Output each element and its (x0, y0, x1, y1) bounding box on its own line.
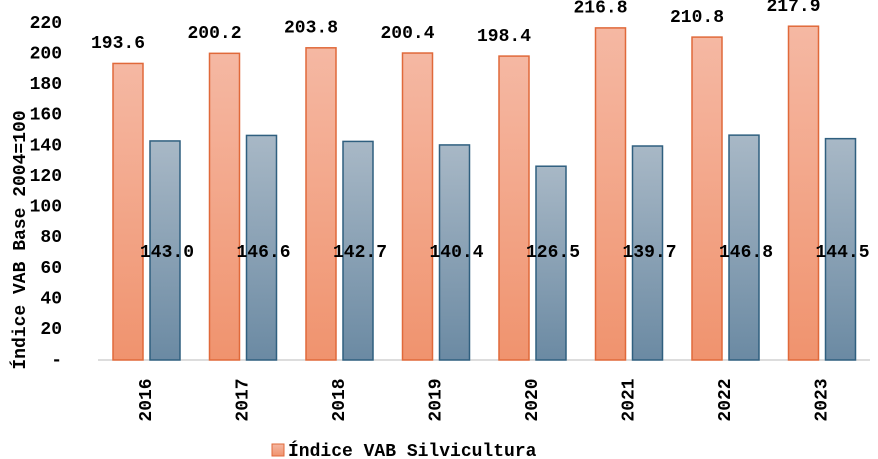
x-tick-label: 2022 (716, 378, 736, 421)
data-label: 217.9 (766, 0, 820, 17)
data-label: 143.0 (140, 243, 194, 263)
bar (535, 165, 567, 361)
bar (691, 36, 723, 361)
y-tick-label: 180 (30, 75, 62, 95)
y-tick-label: - (51, 351, 62, 371)
y-tick-label: 200 (30, 44, 62, 64)
bar (594, 27, 627, 361)
x-tick-label: 2018 (330, 378, 350, 421)
legend-swatch (271, 443, 285, 457)
data-label: 200.2 (187, 24, 241, 44)
y-axis-label: Índice VAB Base 2004=100 (9, 110, 31, 369)
bar (787, 25, 820, 361)
data-label: 142.7 (333, 243, 387, 263)
y-tick-label: 40 (40, 289, 62, 309)
bar (208, 52, 241, 361)
y-tick-label: 120 (30, 167, 62, 187)
bar (401, 52, 434, 361)
y-tick-label: 220 (30, 14, 62, 34)
data-label: 140.4 (429, 243, 483, 263)
data-label: 144.5 (815, 243, 869, 263)
x-tick-label: 2020 (523, 378, 543, 421)
data-label: 210.8 (670, 8, 724, 28)
bar (728, 134, 760, 361)
data-label: 198.4 (477, 27, 531, 47)
data-label: 146.8 (719, 243, 773, 263)
x-tick-label: 2016 (137, 378, 157, 421)
data-label: 126.5 (526, 243, 580, 263)
bar (305, 47, 337, 361)
y-tick-label: 160 (30, 106, 62, 126)
data-label: 193.6 (91, 34, 145, 54)
y-tick-label: 140 (30, 136, 62, 156)
bar (149, 140, 181, 361)
y-tick-label: 100 (30, 198, 62, 218)
data-label: 203.8 (284, 19, 338, 39)
data-label: 200.4 (380, 24, 434, 44)
y-tick-label: 20 (40, 320, 62, 340)
x-tick-label: 2017 (234, 378, 254, 421)
data-label: 139.7 (622, 243, 676, 263)
bar (824, 137, 857, 361)
legend-label: Índice VAB Silvicultura (288, 440, 537, 459)
bar (631, 145, 664, 361)
x-tick-label: 2021 (620, 378, 640, 421)
bar (245, 134, 278, 361)
y-tick-label: 60 (40, 259, 62, 279)
x-tick-label: 2023 (813, 378, 833, 421)
bar (112, 62, 144, 361)
x-tick-label: 2019 (427, 378, 447, 421)
data-label: 216.8 (573, 0, 627, 19)
y-tick-label: 80 (40, 228, 62, 248)
bar (438, 144, 471, 361)
bar (342, 140, 374, 361)
data-label: 146.6 (236, 243, 290, 263)
bar (498, 55, 530, 361)
